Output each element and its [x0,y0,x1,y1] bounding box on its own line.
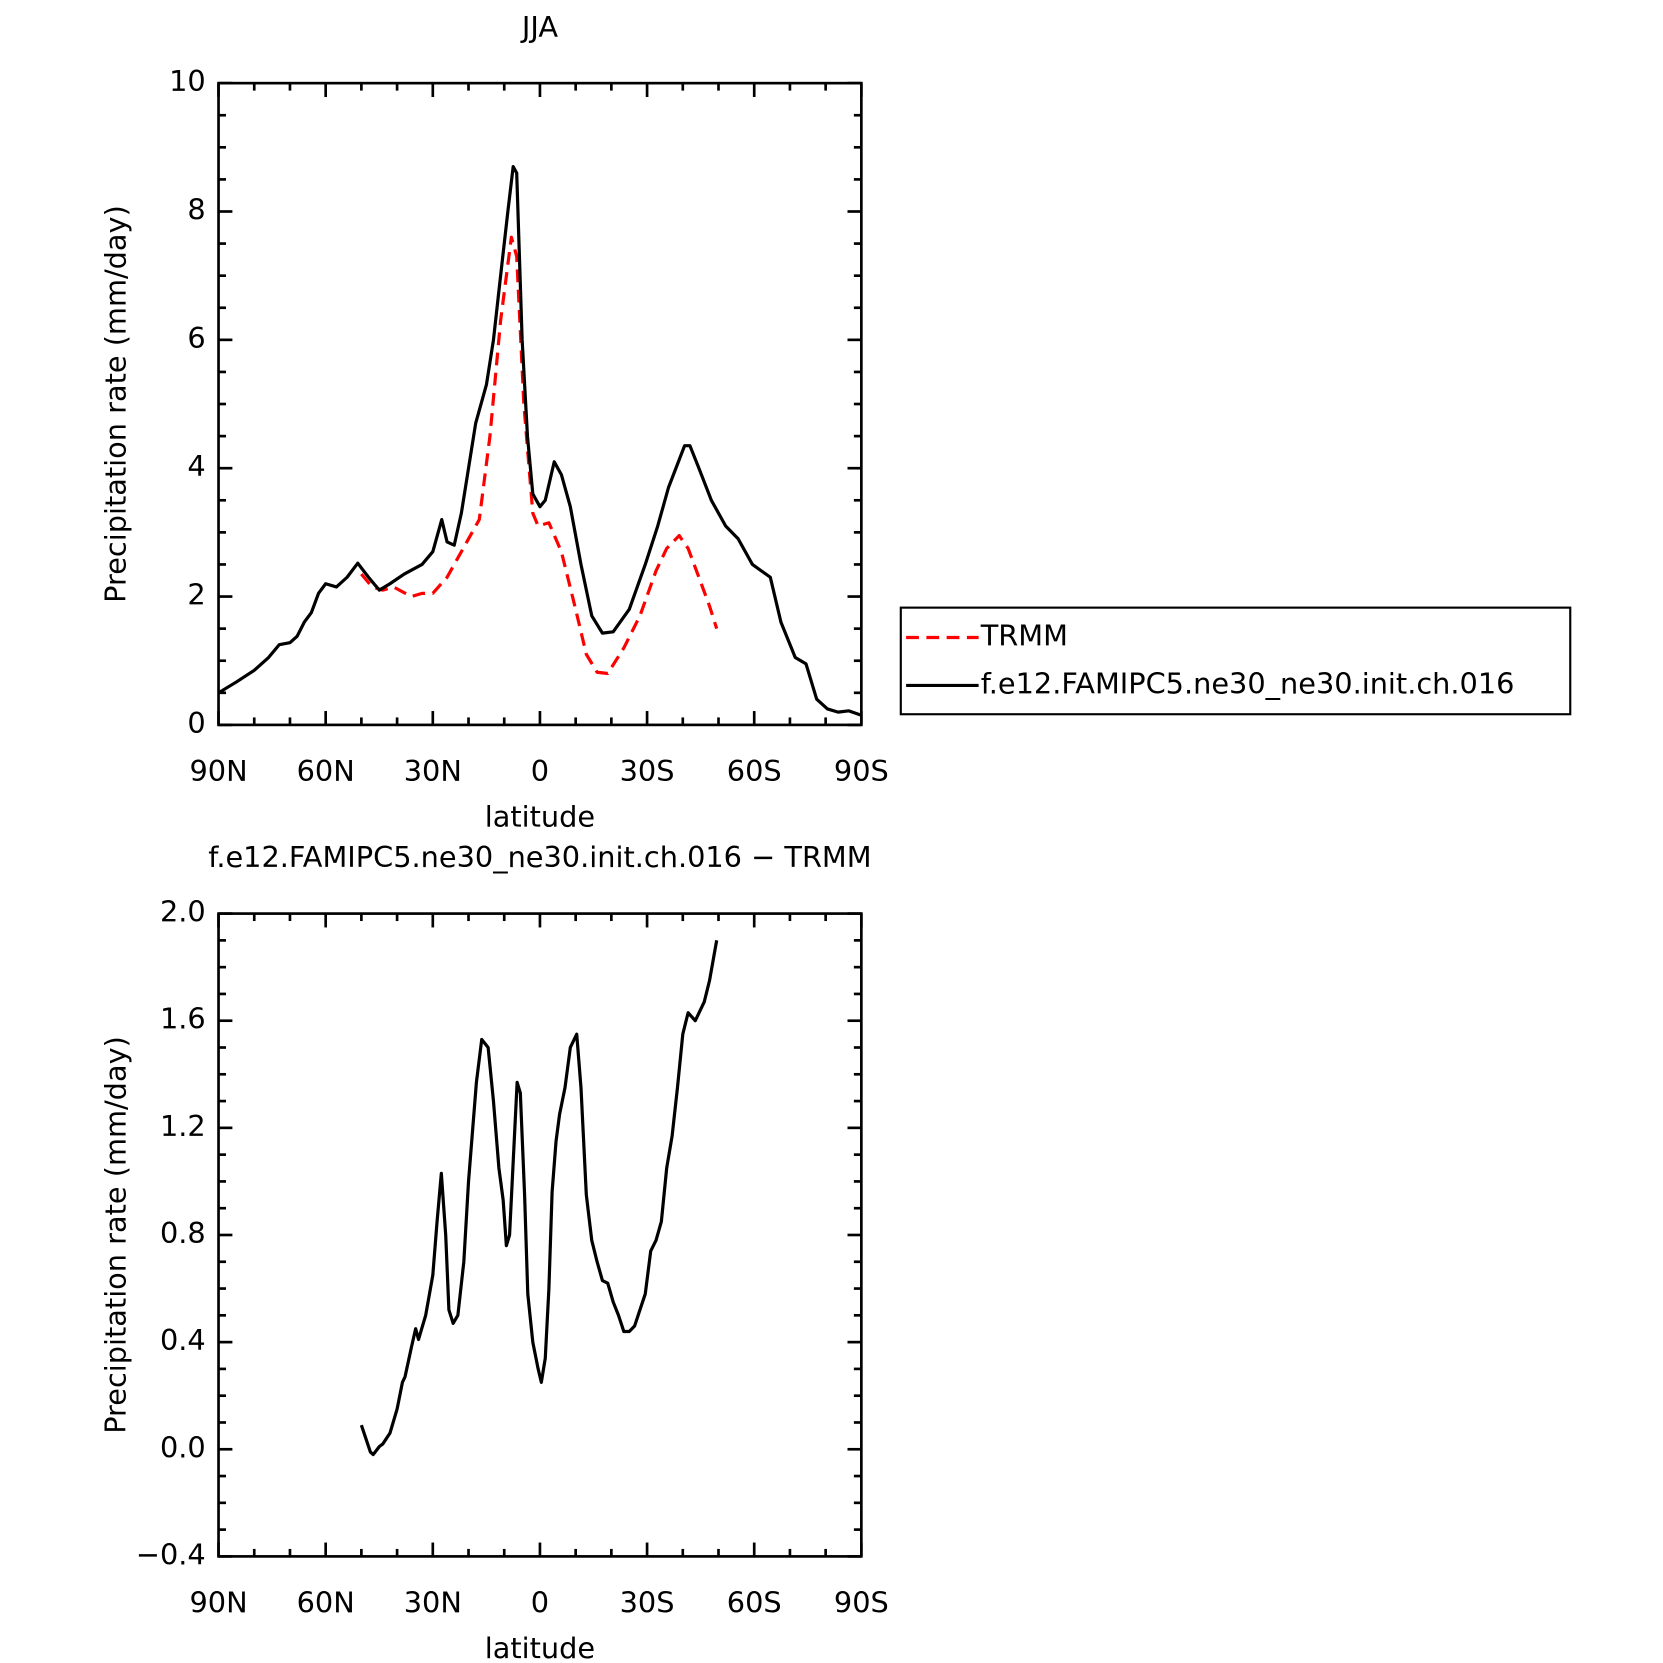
data-line [217,165,862,717]
data-line [359,940,719,1457]
y-axis-label: Precipitation rate (mm/day) [98,205,132,603]
y-tick-label: 8 [187,192,205,226]
x-tick-label: 60S [727,1585,782,1619]
legend-label: TRMM [980,618,1068,652]
chart-title: JJA [520,10,558,44]
x-axis-label: latitude [485,1631,595,1663]
y-tick-label: 4 [187,449,205,483]
x-tick-label: 0 [531,754,549,788]
y-tick-label: 0.4 [160,1323,206,1357]
y-tick-label: 0.8 [160,1216,206,1250]
x-tick-label: 90N [189,754,247,788]
plot-frame [217,912,863,1558]
y-tick-label: 1.6 [160,1002,206,1036]
x-tick-label: 0 [531,1585,549,1619]
x-tick-label: 30S [620,754,675,788]
y-tick-label: 10 [169,64,206,98]
x-tick-label: 60N [297,1585,355,1619]
x-tick-label: 60S [727,754,782,788]
legend-box [899,606,1572,716]
plot-frame [217,81,863,727]
legend-label: f.e12.FAMIPC5.ne30_ne30.init.ch.016 [981,666,1515,700]
y-tick-label: 1.2 [160,1109,206,1143]
x-axis-label: latitude [485,800,595,834]
x-tick-label: 30N [404,754,462,788]
data-line [360,235,719,676]
chart-title: f.e12.FAMIPC5.ne30_ne30.init.ch.016 − TR… [208,840,871,874]
y-tick-label: 0.0 [160,1430,206,1464]
x-tick-label: 30S [620,1585,675,1619]
y-tick-label: 2 [187,578,205,612]
x-tick-label: 90N [189,1585,247,1619]
y-tick-label: 6 [187,321,205,355]
x-tick-label: 60N [297,754,355,788]
y-tick-label: −0.4 [136,1537,206,1571]
x-tick-label: 90S [834,1585,889,1619]
y-axis-label: Precipitation rate (mm/day) [98,1036,132,1434]
y-tick-label: 0 [187,706,205,740]
x-tick-label: 90S [834,754,889,788]
x-tick-label: 30N [404,1585,462,1619]
y-tick-label: 2.0 [160,895,206,929]
